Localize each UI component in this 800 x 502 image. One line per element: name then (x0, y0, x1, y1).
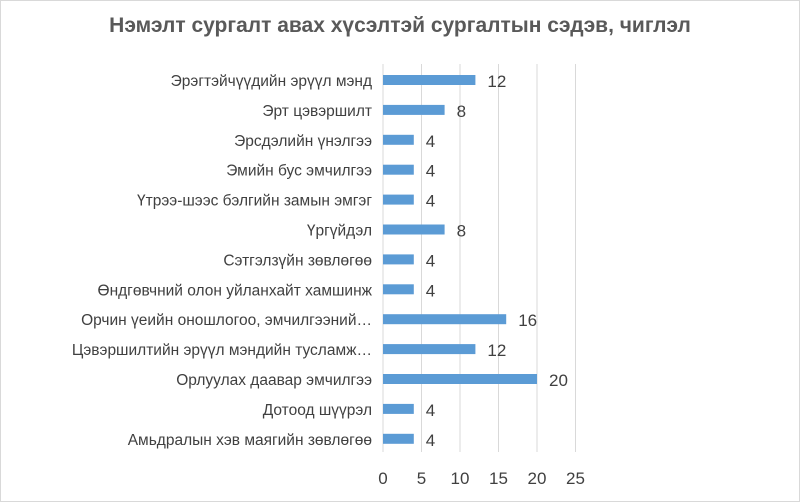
data-label: 4 (426, 251, 435, 270)
bar (383, 433, 414, 444)
data-label: 4 (426, 431, 435, 450)
data-label: 4 (426, 132, 435, 151)
data-label: 12 (487, 341, 506, 360)
data-label: 8 (457, 102, 466, 121)
bar (383, 403, 414, 414)
bar (383, 104, 445, 115)
x-tick-label: 15 (489, 469, 508, 488)
bar (383, 284, 414, 295)
bar (383, 194, 414, 205)
category-label: Орчин үеийн оношлогоо, эмчилгээний… (81, 312, 372, 329)
data-label: 8 (457, 222, 466, 241)
x-tick-label: 10 (451, 469, 470, 488)
data-label: 16 (518, 311, 537, 330)
bar (383, 374, 537, 384)
category-label: Өндгөвчний олон уйланхайт хамшинж (98, 282, 373, 299)
bar (383, 134, 414, 145)
category-label: Сэтгэлзүйн зөвлөгөө (223, 252, 372, 269)
data-label: 4 (426, 401, 435, 420)
data-label: 20 (549, 371, 568, 390)
category-label: Эрэгтэйчүүдийн эрүүл мэнд (171, 73, 372, 90)
bar (383, 224, 445, 235)
x-tick-label: 0 (378, 469, 387, 488)
data-label: 12 (487, 72, 506, 91)
x-tick-label: 20 (528, 469, 547, 488)
chart-title: Нэмэлт сургалт авах хүсэлтэй сургалтын с… (109, 14, 691, 37)
data-label: 4 (426, 281, 435, 300)
bar (383, 254, 414, 265)
category-label: Орлуулах даавар эмчилгээ (176, 372, 372, 389)
category-label: Эрт цэвэршилт (262, 103, 372, 120)
category-label: Үргүйдэл (307, 223, 372, 240)
category-label: Эмийн бус эмчилгээ (226, 163, 372, 180)
bar (383, 75, 476, 85)
category-label: Үтрээ-шээс бэлгийн замын эмгэг (137, 193, 372, 210)
bar (383, 314, 507, 325)
category-label: Дотоод шүүрэл (263, 402, 372, 419)
data-label: 4 (426, 162, 435, 181)
bar (383, 164, 414, 175)
category-label: Цэвэршилтийн эрүүл мэндийн тусламж… (72, 342, 372, 359)
x-tick-label: 5 (417, 469, 426, 488)
bar (383, 344, 476, 355)
category-label: Эрсдэлийн үнэлгээ (234, 133, 372, 150)
category-label: Амьдралын хэв маягийн зөвлөгөө (128, 432, 372, 449)
x-tick-label: 25 (566, 469, 585, 488)
data-label: 4 (426, 192, 435, 211)
